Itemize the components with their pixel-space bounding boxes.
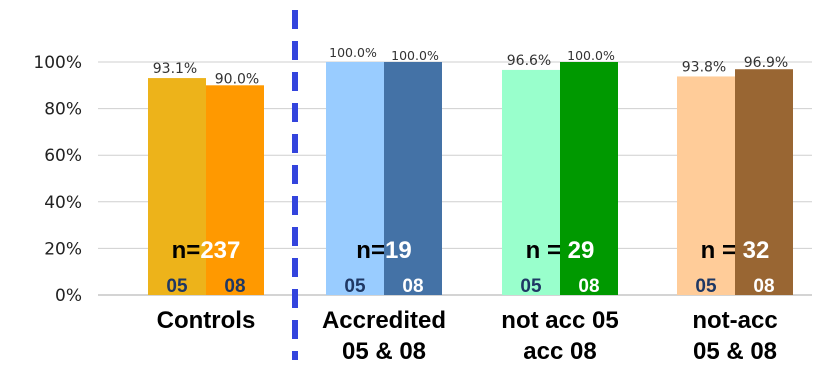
data-label: 96.6%: [507, 53, 551, 69]
data-label: 96.9%: [744, 55, 788, 71]
category-label: acc 08: [523, 338, 596, 365]
bar: [677, 76, 735, 295]
data-label: 100.0%: [329, 45, 377, 60]
data-labels: 93.1%0590.0%08n=237100.0%05100.0%08n=199…: [153, 45, 788, 297]
bar: [326, 62, 384, 295]
category-label: 05 & 08: [342, 338, 426, 365]
data-label: 93.1%: [153, 61, 197, 77]
bars: [148, 62, 793, 296]
n-prefix: n =: [526, 237, 568, 264]
y-tick-label: 0%: [55, 286, 82, 306]
data-label: 93.8%: [682, 59, 726, 75]
n-value: 32: [743, 237, 770, 264]
bar: [384, 62, 442, 295]
n-label: n = 29: [526, 237, 595, 264]
n-label: n=19: [356, 237, 411, 264]
category-label: 05 & 08: [693, 338, 777, 365]
n-value: 19: [385, 237, 412, 264]
n-prefix: n =: [701, 237, 743, 264]
data-label: 100.0%: [567, 48, 615, 63]
y-tick-label: 60%: [44, 146, 82, 166]
category-label: Accredited: [322, 307, 446, 334]
bar: [560, 62, 618, 295]
year-label: 05: [344, 276, 366, 297]
bar: [502, 69, 560, 295]
year-label: 05: [166, 276, 188, 297]
n-prefix: n=: [172, 237, 201, 264]
n-prefix: n=: [356, 237, 385, 264]
bar: [148, 78, 206, 296]
n-value: 237: [200, 237, 240, 264]
year-label: 05: [695, 276, 717, 297]
bar: [735, 69, 793, 296]
n-value: 29: [568, 237, 595, 264]
data-label: 100.0%: [391, 48, 439, 63]
year-label: 08: [402, 276, 423, 297]
year-label: 08: [753, 276, 774, 297]
y-tick-label: 40%: [44, 193, 82, 213]
y-tick-label: 20%: [44, 239, 82, 259]
category-label: not acc 05: [501, 307, 618, 334]
category-label: Controls: [157, 307, 256, 334]
y-tick-label: 80%: [44, 100, 82, 120]
year-label: 05: [520, 276, 542, 297]
y-axis: 0% 20% 40% 60% 80% 100%: [33, 53, 82, 306]
y-tick-label: 100%: [33, 53, 82, 73]
data-label: 90.0%: [215, 71, 259, 87]
n-label: n = 32: [701, 237, 770, 264]
bar: [206, 85, 264, 295]
year-label: 08: [224, 276, 245, 297]
n-label: n=237: [172, 237, 241, 264]
category-label: not-acc: [692, 307, 777, 334]
year-label: 08: [578, 276, 599, 297]
category-labels: Controls Accredited 05 & 08 not acc 05 acc 0…: [157, 307, 778, 365]
